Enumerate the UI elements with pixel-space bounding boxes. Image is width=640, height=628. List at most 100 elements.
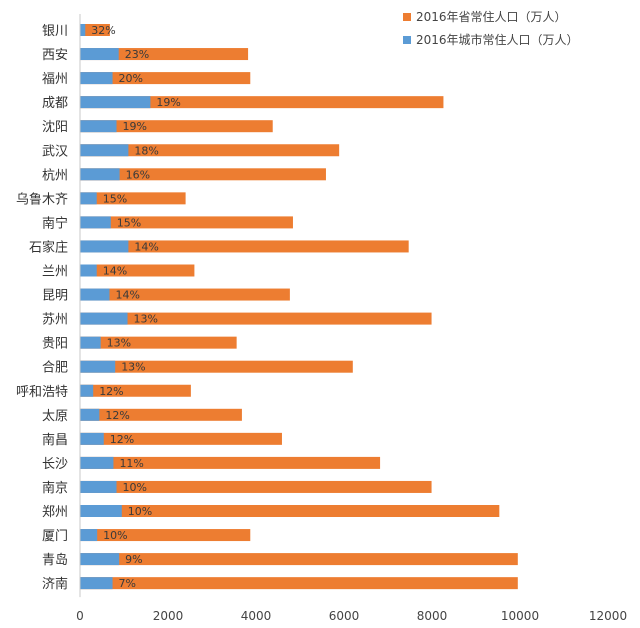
category-label: 太原 [42,409,68,424]
data-label: 12% [105,409,129,422]
data-labels: 32%23%20%19%19%18%16%15%15%14%14%14%13%1… [91,24,181,590]
bar-city-population [80,312,128,325]
data-label: 12% [110,433,134,446]
legend-swatch [403,13,411,21]
category-labels: 银川西安福州成都沈阳武汉杭州乌鲁木齐南宁石家庄兰州昆明苏州贵阳合肥呼和浩特太原南… [16,24,68,592]
bar-city-population [80,577,113,590]
bar-city-population [80,408,100,421]
bar-province-population [80,384,191,397]
data-label: 14% [115,289,139,302]
bar-province-population [80,192,186,205]
bar-province-population [80,96,444,109]
category-label: 济南 [42,576,68,592]
data-label: 12% [99,385,123,398]
bar-city-population [80,120,117,133]
legend-label: 2016年城市常住人口（万人） [416,32,579,47]
data-label: 10% [103,529,127,542]
bar-province-population [80,264,195,277]
bar-city-population [80,432,104,445]
data-label: 9% [125,553,142,566]
bar-province-population [80,408,242,421]
bar-province-population [80,120,273,133]
bar-city-population [80,48,119,61]
x-tick-label: 10000 [501,609,539,623]
bar-province-population [80,48,249,61]
bar-city-population [80,360,116,373]
data-label: 11% [119,457,143,470]
data-label: 19% [156,96,180,109]
bar-city-population [80,96,151,109]
bars-group [80,24,518,590]
category-label: 昆明 [42,289,68,304]
bar-city-population [80,216,111,229]
category-label: 沈阳 [42,120,68,135]
category-label: 贵阳 [42,337,68,352]
bar-province-population [80,432,282,445]
data-label: 15% [117,216,141,229]
data-label: 23% [125,48,149,61]
data-label: 14% [103,265,127,278]
bar-province-population [80,216,293,229]
bar-city-population [80,480,117,493]
x-tick-label: 0 [76,609,84,623]
bar-city-population [80,529,98,542]
x-tick-label: 12000 [589,609,627,623]
x-tick-label: 8000 [417,609,448,623]
bar-city-population [80,505,122,517]
category-label: 武汉 [42,144,68,159]
x-tick-label: 6000 [329,609,360,623]
bar-city-population [80,288,110,301]
category-label: 苏州 [42,312,68,328]
category-label: 银川 [42,24,68,39]
data-label: 13% [121,361,145,374]
data-label: 20% [119,72,143,85]
bar-province-population [80,312,432,325]
data-label: 14% [134,240,158,253]
category-label: 成都 [42,96,68,111]
legend-swatch [403,36,411,44]
data-label: 13% [134,313,158,326]
bar-province-population [80,72,251,85]
category-label: 厦门 [42,529,68,544]
data-label: 13% [107,337,131,350]
category-label: 合肥 [42,361,68,376]
bar-province-population [80,24,110,36]
bar-province-population [80,360,353,373]
data-label: 10% [123,481,147,494]
data-label: 19% [123,120,147,133]
category-label: 福州 [42,72,68,87]
bar-province-population [80,553,518,566]
category-label: 青岛 [42,552,68,568]
x-tick-label: 4000 [241,609,272,623]
bar-city-population [80,144,129,157]
category-label: 杭州 [42,168,68,183]
bar-city-population [80,192,97,205]
category-label: 长沙 [42,457,68,472]
data-label: 18% [134,144,158,157]
category-label: 南京 [42,480,68,496]
category-label: 呼和浩特 [16,385,68,400]
bar-province-population [80,144,340,157]
category-label: 郑州 [42,505,68,520]
bar-city-population [80,72,113,85]
bar-province-population [80,529,251,542]
bar-province-population [80,288,290,301]
x-tick-label: 2000 [153,609,184,623]
bar-province-population [80,456,381,469]
data-label: 10% [128,505,152,518]
bar-province-population [80,505,500,517]
bar-city-population [80,24,86,36]
bar-city-population [80,264,97,277]
bar-province-population [80,480,432,493]
bar-province-population [80,168,326,181]
category-label: 西安 [42,48,68,63]
data-label: 7% [119,577,136,590]
category-label: 石家庄 [29,239,68,255]
data-label: 16% [126,168,150,181]
bar-city-population [80,553,120,566]
category-label: 南宁 [42,215,68,231]
bar-city-population [80,336,101,349]
legend-label: 2016年省常住人口（万人） [416,10,567,24]
x-axis-ticks: 0 2000 4000 6000 8000 10000 12000 [76,609,627,623]
category-label: 南昌 [42,432,68,448]
